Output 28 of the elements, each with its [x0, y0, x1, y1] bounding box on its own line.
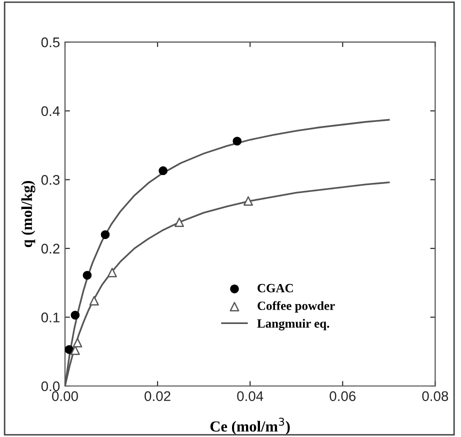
x-tick-label: 0.02	[144, 391, 170, 402]
legend-label: Langmuir eq.	[257, 318, 330, 330]
y-tick-label: 0.5	[41, 37, 60, 48]
point	[107, 268, 117, 278]
y-tick-label: 0.3	[41, 174, 60, 185]
point	[65, 345, 74, 354]
point	[89, 296, 99, 306]
y-tick-label: 0.2	[41, 244, 60, 254]
x-axis-title: Ce (mol/m$^{3}$)	[210, 418, 290, 435]
y-tick-label: 0.1	[41, 312, 60, 322]
point	[70, 310, 80, 320]
point	[174, 218, 184, 228]
y-tick-label: 0.4	[41, 106, 60, 116]
point	[244, 196, 253, 206]
x-tick-label: 0.00	[52, 391, 78, 402]
x-tick-label: 0.04	[237, 391, 264, 402]
point	[72, 338, 82, 348]
x-tick-label: 0.08	[422, 391, 448, 402]
point	[82, 270, 92, 280]
point	[232, 136, 242, 146]
point	[158, 166, 168, 176]
point	[100, 230, 110, 240]
point	[70, 346, 80, 355]
y-axis-title: q (mol/kg)	[21, 180, 36, 248]
y-tick-label: 0.0	[41, 381, 60, 392]
x-tick-label: 0.06	[330, 391, 356, 402]
legend-label: CGAC	[258, 284, 293, 292]
legend-label: Coffee powder	[258, 301, 335, 313]
